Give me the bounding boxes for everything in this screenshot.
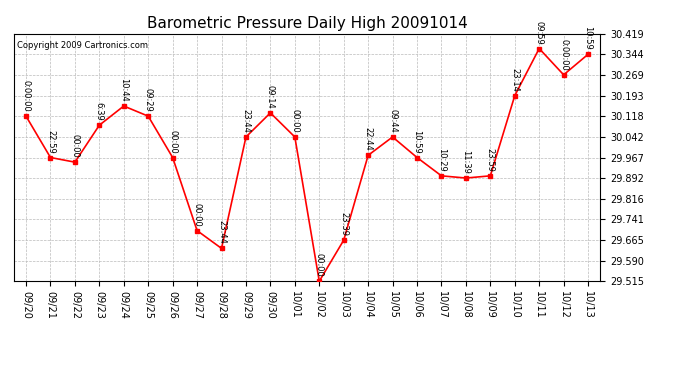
Text: 0:00:00: 0:00:00 — [559, 39, 568, 70]
Text: 00:00: 00:00 — [168, 130, 177, 153]
Text: Copyright 2009 Cartronics.com: Copyright 2009 Cartronics.com — [17, 41, 148, 50]
Text: 6:39: 6:39 — [95, 102, 103, 121]
Text: 0:00:00: 0:00:00 — [21, 80, 30, 112]
Text: 00:00: 00:00 — [193, 202, 201, 226]
Title: Barometric Pressure Daily High 20091014: Barometric Pressure Daily High 20091014 — [147, 16, 467, 31]
Text: 09:59: 09:59 — [535, 21, 544, 44]
Text: 00:00: 00:00 — [315, 254, 324, 277]
Text: 23:44: 23:44 — [217, 220, 226, 244]
Text: 10:29: 10:29 — [437, 148, 446, 172]
Text: 00:00: 00:00 — [290, 109, 299, 133]
Text: 11:39: 11:39 — [462, 150, 471, 174]
Text: 23:44: 23:44 — [241, 109, 250, 133]
Text: 09:29: 09:29 — [144, 88, 152, 112]
Text: 10:59: 10:59 — [413, 130, 422, 153]
Text: 10:44: 10:44 — [119, 78, 128, 102]
Text: 00:00: 00:00 — [70, 134, 79, 158]
Text: 09:14: 09:14 — [266, 85, 275, 109]
Text: 23:39: 23:39 — [339, 212, 348, 236]
Text: 22:59: 22:59 — [46, 130, 55, 153]
Text: 23:59: 23:59 — [486, 148, 495, 172]
Text: 10:59: 10:59 — [584, 26, 593, 50]
Text: 22:44: 22:44 — [364, 128, 373, 151]
Text: 09:44: 09:44 — [388, 109, 397, 133]
Text: 23:14: 23:14 — [511, 68, 520, 92]
